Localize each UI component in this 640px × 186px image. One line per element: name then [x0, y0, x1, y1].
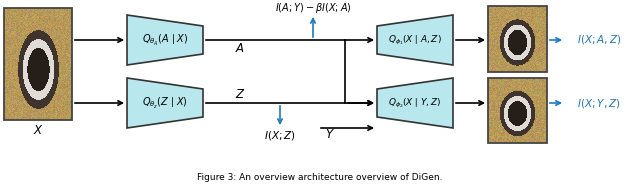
Text: $Z$: $Z$: [235, 89, 245, 102]
Text: $Q_{\phi_2}(X \mid Y,Z)$: $Q_{\phi_2}(X \mid Y,Z)$: [388, 96, 442, 110]
Text: $X$: $X$: [33, 124, 44, 137]
Text: $I(A;Y)-\beta I(X;A)$: $I(A;Y)-\beta I(X;A)$: [275, 1, 351, 15]
Text: $Q_{\phi_1}(X \mid A,Z)$: $Q_{\phi_1}(X \mid A,Z)$: [388, 33, 442, 47]
Text: Figure 3: An overview architecture overview of DiGen.: Figure 3: An overview architecture overv…: [197, 174, 443, 182]
Polygon shape: [127, 15, 203, 65]
Polygon shape: [377, 78, 453, 128]
Polygon shape: [377, 15, 453, 65]
Text: $Q_{\theta_A}(A \mid X)$: $Q_{\theta_A}(A \mid X)$: [142, 33, 188, 48]
Polygon shape: [127, 78, 203, 128]
Text: $I(X;Y,Z)$: $I(X;Y,Z)$: [577, 97, 621, 110]
Text: $Y$: $Y$: [325, 129, 335, 142]
Text: $Q_{\theta_z}(Z \mid X)$: $Q_{\theta_z}(Z \mid X)$: [142, 95, 188, 110]
Text: $I(X;Z)$: $I(X;Z)$: [264, 129, 296, 142]
Text: $A$: $A$: [235, 42, 245, 55]
Text: $I(X;A,Z)$: $I(X;A,Z)$: [577, 33, 621, 46]
